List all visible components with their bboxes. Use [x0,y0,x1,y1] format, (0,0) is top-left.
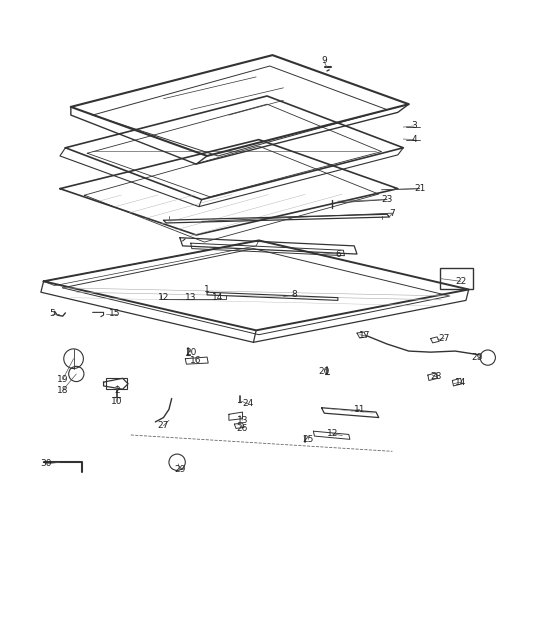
Text: 29: 29 [471,353,482,362]
Text: 4: 4 [411,135,417,144]
Text: 22: 22 [455,277,466,286]
Text: 10: 10 [111,397,123,406]
Text: 27: 27 [158,421,169,430]
Text: 14: 14 [455,377,466,387]
Text: 13: 13 [185,293,197,302]
Text: 23: 23 [382,195,392,204]
Text: 18: 18 [57,386,69,395]
Text: 3: 3 [411,121,417,131]
Text: 8: 8 [292,290,297,300]
Text: 9: 9 [322,56,327,65]
Text: 16: 16 [190,356,202,365]
Text: 27: 27 [439,334,450,343]
Text: 1: 1 [204,285,210,294]
Text: 12: 12 [158,293,169,302]
Text: 5: 5 [49,310,54,318]
Text: 25: 25 [302,435,313,444]
Text: 28: 28 [431,372,441,381]
Text: 13: 13 [237,416,249,425]
Text: 7: 7 [390,208,395,218]
Text: 2: 2 [114,386,120,395]
Text: 20: 20 [319,367,330,376]
Text: 15: 15 [108,310,120,318]
Text: 11: 11 [354,405,366,414]
Text: 21: 21 [414,184,425,193]
Text: 30: 30 [40,459,52,468]
Text: 20: 20 [185,348,196,357]
Text: 14: 14 [213,293,223,302]
Text: 26: 26 [237,424,248,433]
Text: 19: 19 [57,375,69,384]
Text: 17: 17 [359,332,371,340]
Text: 6: 6 [335,249,341,259]
Bar [106,378,127,389]
Bar [440,268,473,290]
Text: 24: 24 [243,399,253,408]
Text: 29: 29 [174,465,185,474]
Text: 12: 12 [327,430,338,438]
